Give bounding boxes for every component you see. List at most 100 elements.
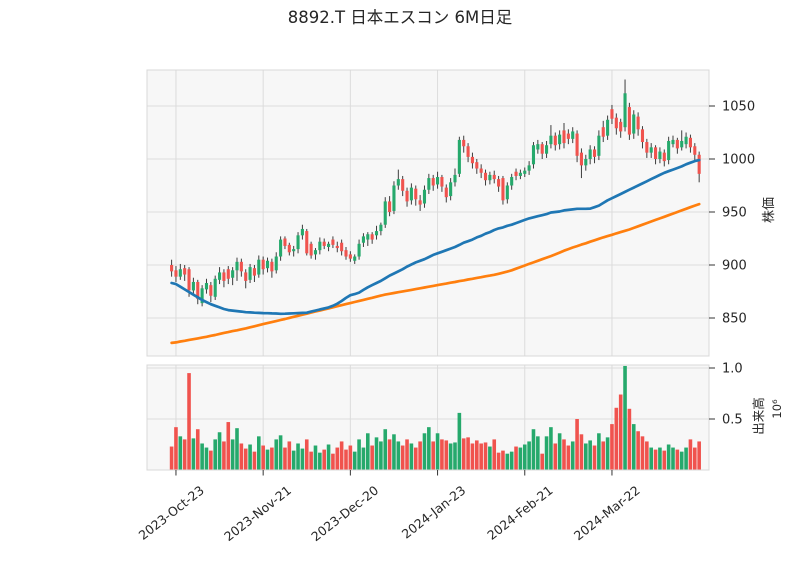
volume-bar — [531, 429, 536, 470]
volume-bar — [400, 445, 405, 470]
volume-bar — [688, 439, 693, 470]
candle-body-down — [514, 171, 518, 176]
volume-bar — [322, 449, 326, 470]
volume-bar — [662, 450, 667, 470]
candle-body-down — [462, 139, 466, 147]
candle-body-up — [357, 243, 361, 257]
candle-body-down — [575, 133, 579, 156]
candle-body-down — [252, 268, 256, 276]
volume-bar — [213, 439, 217, 470]
candle-body-down — [466, 146, 470, 157]
candle-body-down — [614, 117, 618, 129]
candle-body-down — [183, 268, 187, 275]
volume-bar — [309, 451, 313, 470]
volume-bar — [217, 432, 222, 470]
candle-body-down — [654, 147, 658, 159]
candle-body-down — [209, 285, 213, 296]
volume-bar — [427, 427, 431, 470]
candle-body-up — [684, 136, 688, 145]
candle-body-down — [414, 188, 418, 200]
candle-body-down — [344, 250, 348, 257]
candle-body-up — [671, 139, 675, 145]
candle-body-down — [287, 244, 291, 253]
candle-body-down — [270, 261, 274, 272]
candle-body-down — [540, 144, 544, 154]
volume-bar — [291, 450, 296, 470]
candle-body-down — [388, 201, 392, 212]
volume-bar — [235, 428, 239, 470]
volume-bar — [522, 444, 527, 470]
volume-bar — [544, 436, 549, 470]
volume-bar — [640, 436, 645, 470]
volume-bar — [627, 408, 632, 470]
volume-bar — [204, 447, 209, 470]
candle-body-down — [187, 269, 191, 291]
candle-body-up — [361, 236, 365, 243]
candle-body-down — [170, 265, 174, 272]
candle-body-up — [649, 147, 653, 153]
candles-layer — [170, 79, 701, 307]
volume-bar — [440, 439, 444, 470]
candle-body-up — [457, 139, 461, 174]
volume-bar — [169, 446, 174, 470]
volume-bar — [178, 436, 183, 470]
candle-body-up — [536, 144, 540, 150]
volume-bar — [405, 439, 409, 470]
candle-body-up — [588, 149, 592, 159]
price-tick-label: 850 — [722, 312, 747, 327]
volume-bar — [243, 448, 248, 470]
candle-body-up — [178, 269, 182, 277]
volume-bar — [444, 440, 449, 470]
x-tick-label: 2024-Jan-23 — [399, 483, 469, 542]
candle-body-up — [518, 172, 522, 176]
candle-body-up — [680, 140, 684, 148]
candle-body-down — [562, 130, 566, 144]
volume-panel-border — [146, 364, 710, 471]
volume-bar — [483, 442, 488, 470]
volume-bar — [296, 443, 300, 470]
candle-body-down — [261, 259, 265, 270]
volume-bar — [348, 445, 353, 470]
candle-body-up — [531, 145, 536, 165]
candle-body-down — [645, 142, 649, 153]
volume-bar — [453, 442, 457, 470]
candle-body-down — [335, 245, 339, 249]
volume-bar — [335, 447, 340, 470]
volume-bar — [509, 451, 514, 470]
volume-bar — [675, 449, 680, 470]
candle-body-up — [584, 159, 588, 166]
volume-bar — [326, 444, 331, 470]
candle-body-up — [658, 151, 662, 159]
moving-averages-layer — [170, 158, 701, 345]
candle-body-up — [296, 235, 300, 250]
candle-body-down — [222, 272, 226, 281]
volume-bar — [174, 427, 178, 470]
volume-bar — [230, 439, 235, 470]
volume-bar — [270, 447, 274, 470]
candle-body-down — [479, 168, 483, 173]
volume-bar — [505, 453, 510, 470]
candle-body-down — [627, 107, 631, 135]
volume-bar — [252, 451, 257, 470]
volume-bar — [313, 445, 318, 470]
candle-body-up — [436, 177, 440, 185]
volume-bar — [636, 431, 640, 470]
volume-bar — [653, 449, 658, 470]
candle-body-up — [392, 185, 396, 211]
candle-body-down — [340, 242, 344, 252]
volume-bar — [448, 443, 453, 470]
candle-body-up — [427, 178, 431, 190]
volume-bar — [457, 412, 462, 470]
volume-bar — [339, 441, 344, 470]
volume-bar — [475, 440, 479, 470]
candle-body-down — [662, 152, 666, 162]
volume-bar — [413, 447, 418, 470]
volume-bar — [222, 441, 226, 470]
candle-body-down — [601, 127, 605, 137]
candle-body-up — [231, 270, 235, 278]
candle-body-down — [470, 156, 474, 164]
volume-bar — [466, 437, 470, 470]
volume-bar — [226, 422, 231, 470]
